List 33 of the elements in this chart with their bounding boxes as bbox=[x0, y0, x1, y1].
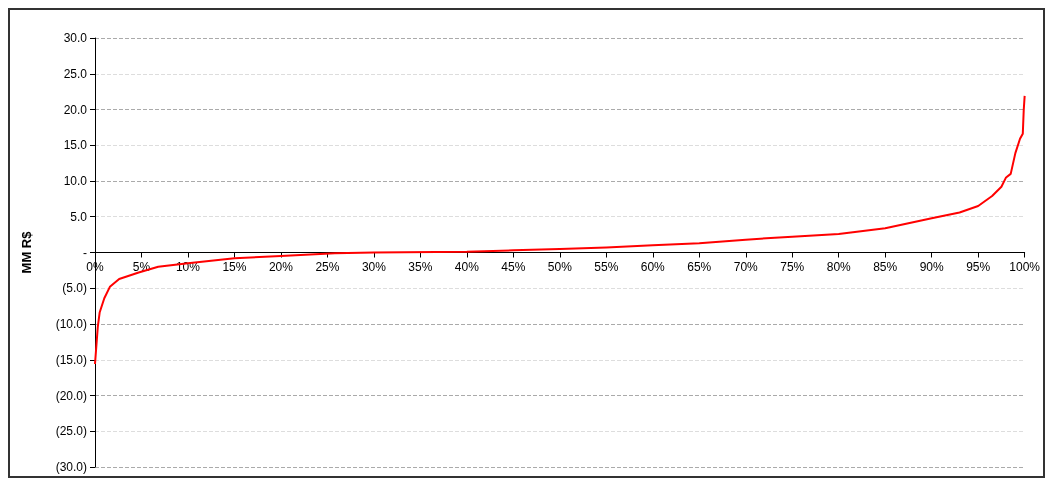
x-tick-label: 25% bbox=[315, 259, 340, 274]
x-tick-label: 70% bbox=[733, 259, 759, 274]
y-tick-label: (30.0) bbox=[55, 460, 87, 474]
y-tick-label: (15.0) bbox=[55, 352, 87, 367]
x-tick-label: 65% bbox=[687, 259, 712, 274]
x-tick-label: 85% bbox=[873, 259, 898, 274]
x-tick-label: 35% bbox=[408, 259, 433, 274]
y-tick-label: 25.0 bbox=[63, 66, 88, 81]
x-tick-label: 5% bbox=[132, 259, 151, 274]
x-tick-label: 75% bbox=[780, 259, 805, 274]
x-tick-label: 45% bbox=[501, 259, 526, 274]
y-tick-label: 15.0 bbox=[63, 138, 88, 153]
y-tick-label: 5.0 bbox=[70, 209, 88, 224]
y-axis-title: MM R$ bbox=[19, 230, 34, 274]
y-tick-label: (20.0) bbox=[55, 388, 87, 403]
y-tick-label: (5.0) bbox=[62, 281, 87, 296]
x-tick-label: 95% bbox=[966, 259, 991, 274]
y-tick-label: (25.0) bbox=[55, 424, 87, 439]
x-tick-label: 50% bbox=[547, 259, 573, 274]
x-tick-label: 55% bbox=[594, 259, 619, 274]
y-tick-label: 20.0 bbox=[63, 102, 88, 117]
x-tick-label: 80% bbox=[826, 259, 852, 274]
x-tick-label: 60% bbox=[640, 259, 666, 274]
x-tick-label: 90% bbox=[919, 259, 945, 274]
x-tick-label: 15% bbox=[222, 259, 247, 274]
x-tick-label: 30% bbox=[361, 259, 387, 274]
y-tick-label: - bbox=[83, 245, 87, 260]
y-tick-label: 30.0 bbox=[63, 31, 88, 45]
x-tick-label: 100% bbox=[1009, 259, 1041, 274]
y-tick-label: (10.0) bbox=[55, 317, 87, 331]
y-tick-label: 10.0 bbox=[63, 174, 88, 188]
x-tick-label: 20% bbox=[268, 259, 294, 274]
x-tick-label: 40% bbox=[454, 259, 480, 274]
